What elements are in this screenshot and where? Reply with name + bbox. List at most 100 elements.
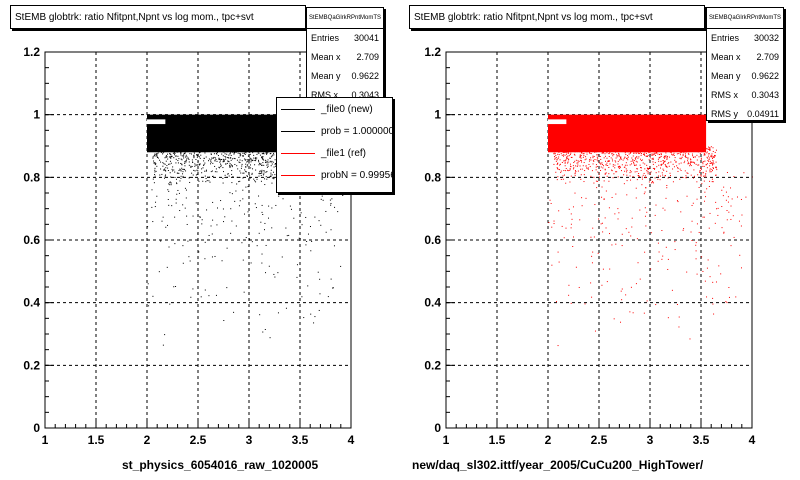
data-point <box>696 147 698 149</box>
data-point <box>309 226 311 228</box>
data-point <box>674 146 676 148</box>
data-point <box>262 331 264 333</box>
data-point <box>615 146 617 148</box>
data-point <box>612 153 614 155</box>
data-point <box>219 160 221 162</box>
data-point <box>657 178 659 180</box>
data-point <box>593 147 595 149</box>
data-point <box>555 160 557 162</box>
data-point <box>649 157 651 159</box>
data-point <box>621 170 623 172</box>
data-point <box>590 153 592 155</box>
data-point <box>270 165 272 167</box>
data-point <box>699 170 701 172</box>
data-point <box>236 149 238 151</box>
data-point <box>263 173 265 175</box>
data-point <box>181 148 183 150</box>
data-point <box>665 155 667 157</box>
data-point <box>553 223 555 225</box>
data-point <box>668 162 670 164</box>
data-point <box>629 175 631 177</box>
data-point <box>640 160 642 162</box>
data-point <box>580 154 582 156</box>
data-point <box>273 150 275 152</box>
data-point <box>723 232 725 234</box>
data-point <box>592 251 594 253</box>
data-point <box>695 149 697 151</box>
data-point <box>662 207 664 209</box>
data-point <box>714 155 716 157</box>
data-point <box>634 148 636 150</box>
data-point <box>231 193 233 195</box>
data-point <box>730 187 732 189</box>
data-point <box>250 161 252 163</box>
legend-entry: prob = 1.000000 <box>277 120 392 142</box>
data-point <box>175 158 177 160</box>
data-point <box>644 151 646 153</box>
data-point <box>188 177 190 179</box>
data-point <box>615 148 617 150</box>
data-point <box>709 276 711 278</box>
data-point <box>264 178 266 180</box>
data-point <box>703 165 705 167</box>
data-point <box>567 170 569 172</box>
data-point <box>199 164 201 166</box>
data-point <box>614 164 616 166</box>
data-point <box>623 148 625 150</box>
data-point <box>270 147 272 149</box>
data-point <box>260 174 262 176</box>
data-point <box>645 155 647 157</box>
data-point <box>702 165 704 167</box>
data-point <box>702 270 704 272</box>
data-point <box>583 153 585 155</box>
data-point <box>700 168 702 170</box>
data-point <box>646 164 648 166</box>
data-point <box>648 159 650 161</box>
data-point <box>712 161 714 163</box>
data-point <box>704 191 706 193</box>
data-point <box>248 159 250 161</box>
data-point <box>240 172 242 174</box>
data-point <box>246 161 248 163</box>
data-point <box>583 146 585 148</box>
data-point <box>180 150 182 152</box>
data-point <box>164 157 166 159</box>
data-point <box>260 163 262 165</box>
data-point <box>706 188 708 190</box>
data-point <box>712 157 714 159</box>
data-point <box>652 167 654 169</box>
data-point <box>642 162 644 164</box>
data-point <box>673 154 675 156</box>
data-point <box>579 154 581 156</box>
data-point <box>671 154 673 156</box>
data-point <box>662 159 664 161</box>
data-point <box>644 175 646 177</box>
data-point <box>214 171 216 173</box>
data-point <box>261 147 263 149</box>
data-point <box>632 159 634 161</box>
data-point <box>712 303 714 305</box>
data-point <box>634 151 636 153</box>
data-point <box>170 154 172 156</box>
data-point <box>209 146 211 148</box>
data-point <box>174 176 176 178</box>
data-point <box>691 161 693 163</box>
data-point <box>184 152 186 154</box>
data-point <box>201 150 203 152</box>
data-point <box>570 223 572 225</box>
data-point <box>259 150 261 152</box>
data-point <box>221 159 223 161</box>
data-point <box>588 148 590 150</box>
data-point <box>231 148 233 150</box>
data-point <box>224 176 226 178</box>
data-point <box>208 295 210 297</box>
data-point <box>265 176 267 178</box>
data-point <box>687 153 689 155</box>
data-point <box>607 161 609 163</box>
data-point <box>241 242 243 244</box>
data-point <box>237 147 239 149</box>
data-point <box>154 171 156 173</box>
left-stats-box: StEMBQaGlrkRPntMomTS Entries 30041 Mean … <box>306 7 384 103</box>
data-point <box>305 244 307 246</box>
data-point <box>636 168 638 170</box>
